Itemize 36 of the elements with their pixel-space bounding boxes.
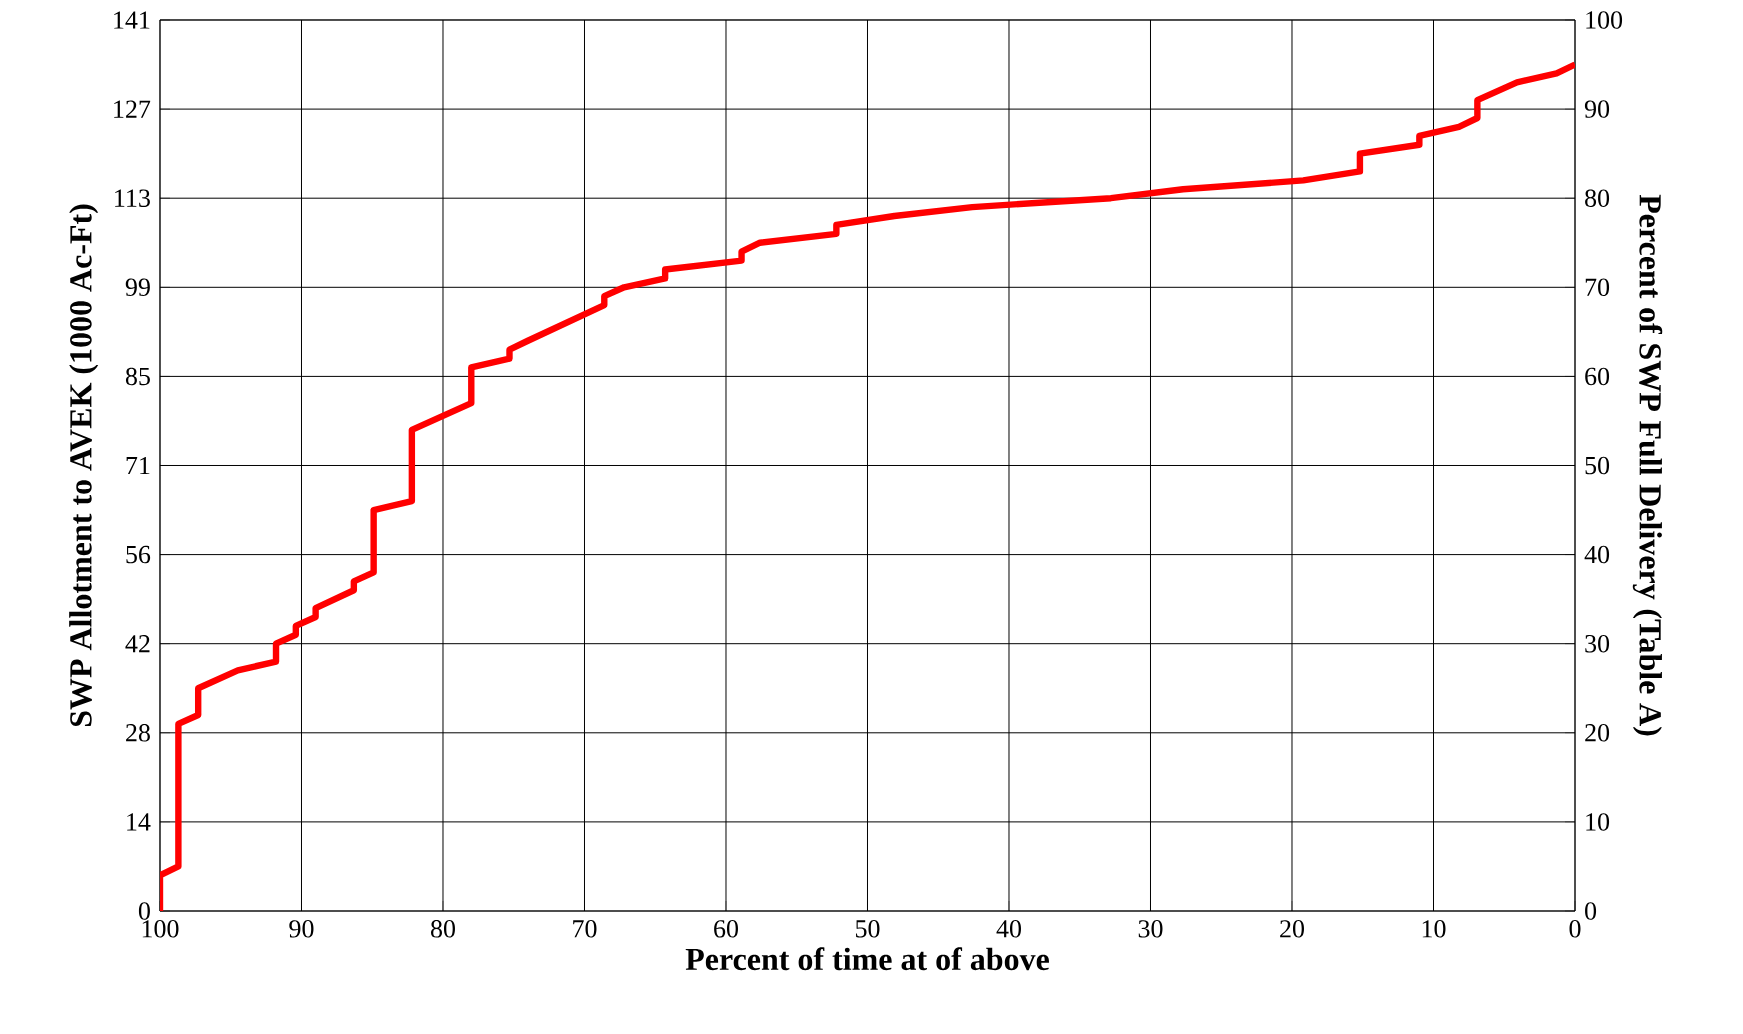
y-tick-label: 141 <box>114 11 150 29</box>
x-tick-label: 80 <box>430 920 455 938</box>
y-tick-label: 127 <box>114 100 151 118</box>
y2-tick-label: 40 <box>1584 545 1610 564</box>
y2-tick-label: 100 <box>1586 11 1623 29</box>
x-tick-label: 30 <box>1138 920 1163 938</box>
y2-tick-label: 60 <box>1585 367 1610 386</box>
y2-axis-title: Percent of SWP Full Delivery (Table A) <box>1632 194 1663 736</box>
y-tick-label: 42 <box>125 635 150 653</box>
y-tick-label: 28 <box>126 724 150 742</box>
x-tick-label: 60 <box>714 920 738 938</box>
x-tick-label: 90 <box>289 920 314 938</box>
y2-tick-label: 80 <box>1585 189 1610 207</box>
y-tick-label: 99 <box>125 278 150 297</box>
y-tick-label: 71 <box>126 456 150 475</box>
x-tick-label: 0 <box>1569 920 1581 938</box>
y2-tick-label: 30 <box>1585 634 1610 653</box>
x-tick-label: 100 <box>142 920 179 938</box>
y2-tick-label: 10 <box>1586 813 1610 831</box>
y-tick-label: 85 <box>125 367 150 386</box>
y-axis-title: SWP Allotment to AVEK (1000 Ac-Ft) <box>69 204 99 727</box>
y2-tick-label: 0 <box>1585 902 1597 920</box>
x-axis-title: Percent of time at of above <box>685 947 1049 971</box>
y-tick-label: 0 <box>138 902 150 920</box>
y-tick-label: 113 <box>115 189 150 207</box>
y2-tick-label: 50 <box>1585 456 1610 475</box>
x-tick-label: 40 <box>996 920 1021 938</box>
y2-tick-label: 70 <box>1585 278 1610 297</box>
x-tick-label: 50 <box>855 920 880 938</box>
x-tick-label: 70 <box>573 920 597 938</box>
x-tick-label: 10 <box>1422 920 1446 938</box>
y-tick-label: 56 <box>126 545 151 564</box>
y2-tick-label: 90 <box>1584 100 1610 118</box>
y-tick-label: 14 <box>127 813 151 831</box>
y2-tick-label: 20 <box>1585 724 1610 742</box>
x-tick-label: 20 <box>1280 920 1304 938</box>
